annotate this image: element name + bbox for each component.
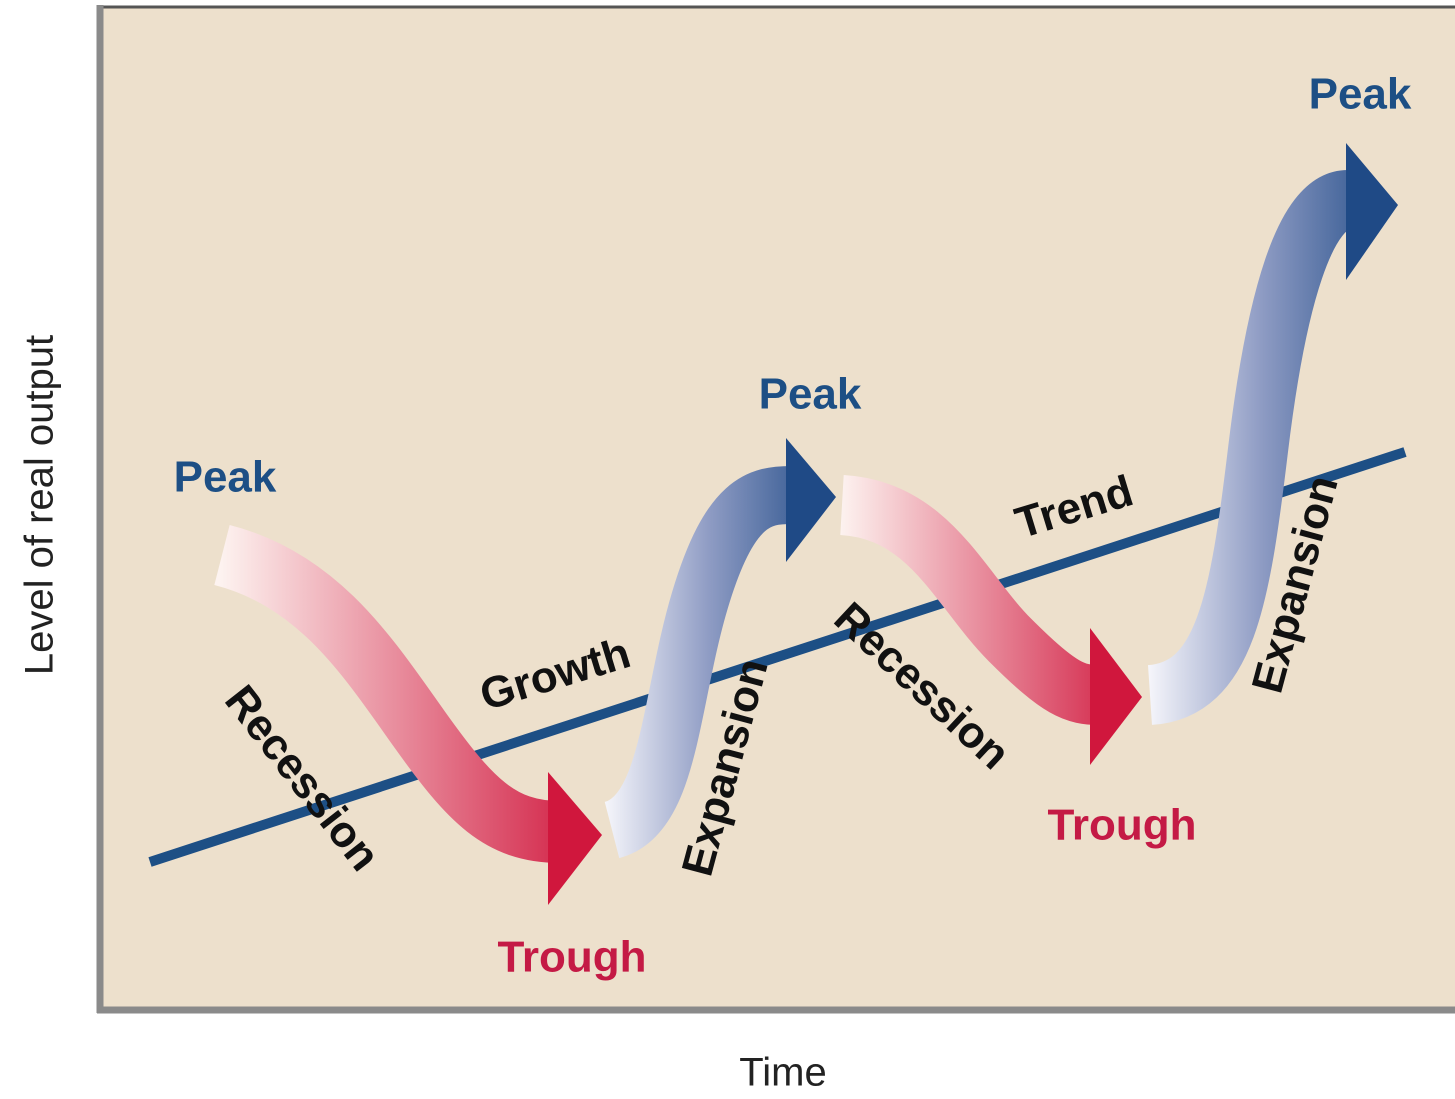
peak-label: Peak	[174, 453, 277, 502]
trend-line	[148, 447, 1407, 867]
expansion-arrow	[1146, 143, 1398, 725]
peak-label: Peak	[759, 370, 862, 419]
y-axis-label: Level of real output	[18, 335, 62, 675]
x-axis-label: Time	[739, 1051, 826, 1095]
peak-label: Peak	[1309, 70, 1412, 119]
expansion-arrow	[601, 438, 836, 859]
recession-arrow	[213, 524, 602, 905]
trough-label: Trough	[1047, 801, 1196, 850]
trough-label: Trough	[497, 933, 646, 982]
recession-arrow	[838, 475, 1142, 765]
